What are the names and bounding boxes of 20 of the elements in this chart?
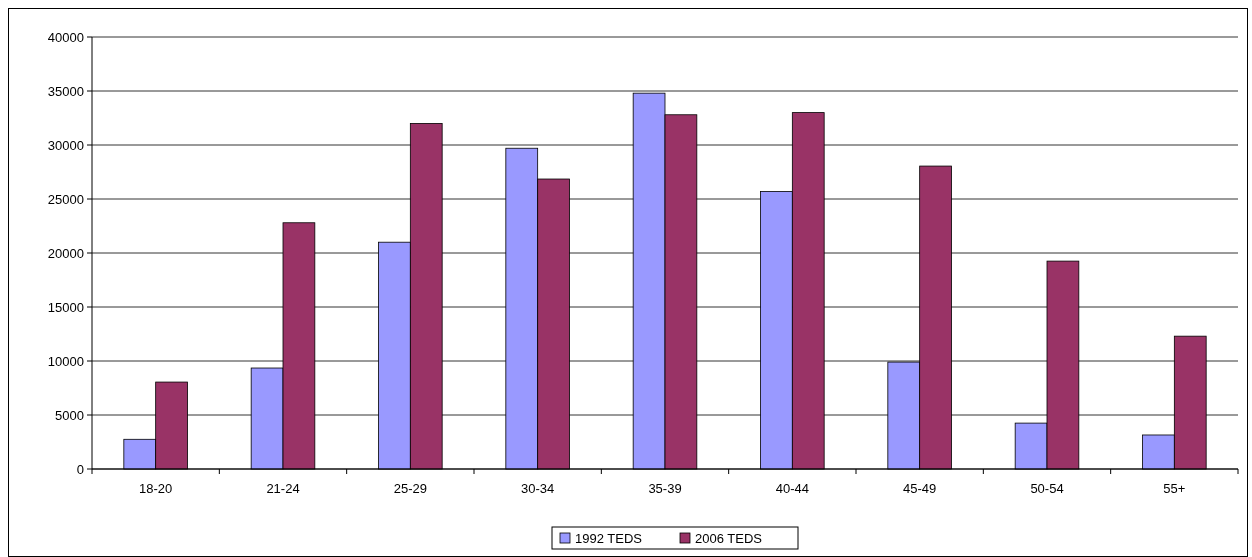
y-tick-label: 25000 — [47, 191, 84, 207]
y-tick-label: 5000 — [55, 407, 84, 423]
x-tick-label: 21-24 — [266, 481, 300, 496]
x-tick-label: 40-44 — [775, 481, 809, 496]
y-tick-label: 0 — [76, 461, 84, 477]
y-tick-label: 40000 — [47, 29, 84, 45]
y-tick-label: 20000 — [47, 245, 84, 261]
x-tick-label: 55+ — [1163, 481, 1186, 496]
x-tick-label: 35-39 — [648, 481, 682, 496]
y-tick-label: 10000 — [47, 353, 84, 369]
x-tick-label: 45-49 — [903, 481, 937, 496]
y-tick-label: 30000 — [47, 137, 84, 153]
legend-label: 1992 TEDS — [575, 530, 643, 546]
x-tick-label: 30-34 — [521, 481, 555, 496]
x-tick-label: 50-54 — [1030, 481, 1064, 496]
legend-label: 2006 TEDS — [695, 530, 763, 546]
x-tick-label: 25-29 — [393, 481, 427, 496]
y-tick-label: 15000 — [47, 299, 84, 315]
y-tick-label: 35000 — [47, 83, 84, 99]
x-tick-label: 18-20 — [139, 481, 173, 496]
